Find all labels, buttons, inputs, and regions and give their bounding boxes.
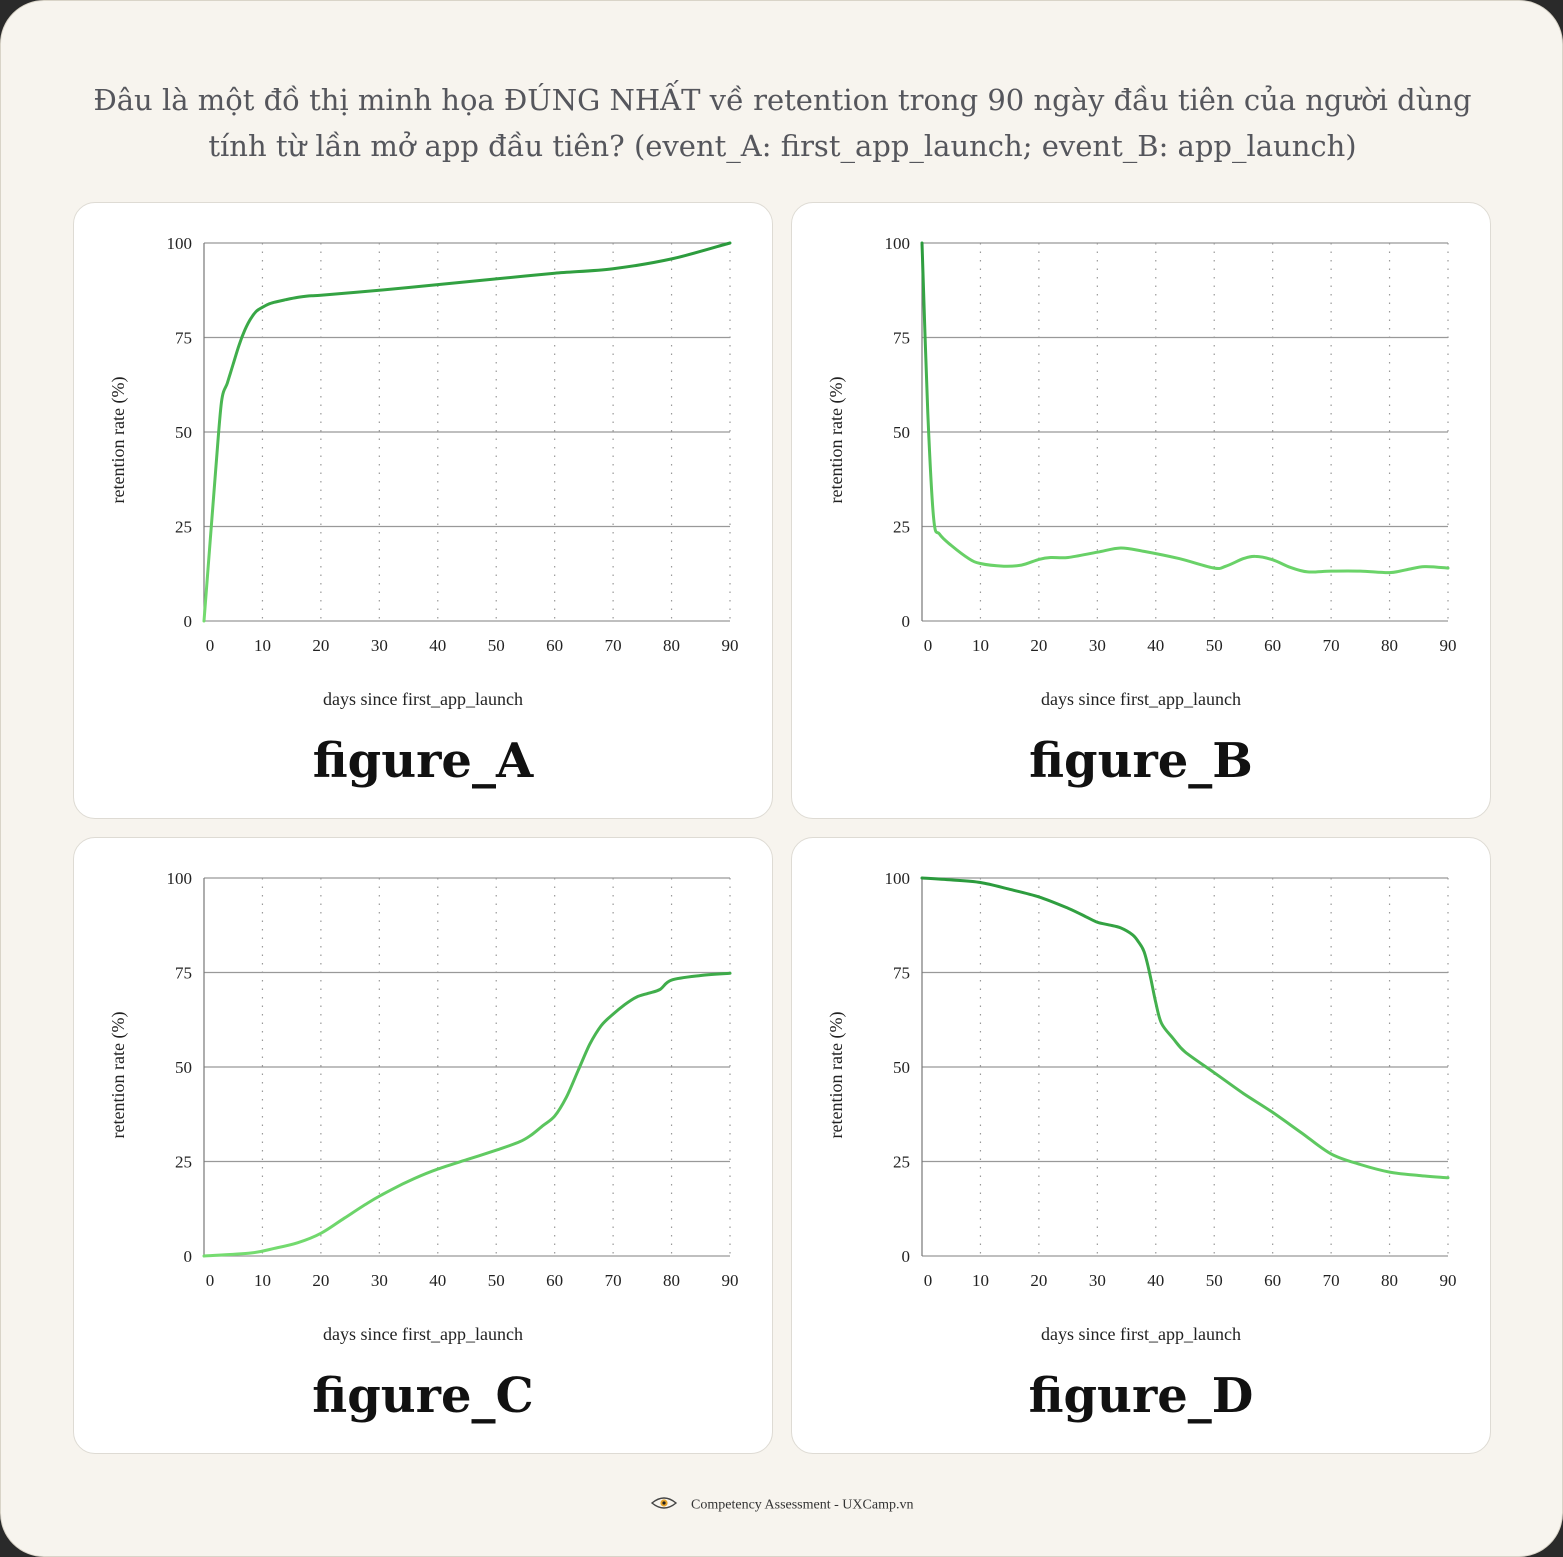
x-tick-label: 90	[1440, 636, 1457, 655]
x-tick-label: 90	[722, 636, 739, 655]
x-tick-label: 50	[1206, 1271, 1223, 1290]
x-tick-label: 30	[371, 636, 388, 655]
figure-c-label: figure_C	[312, 1368, 534, 1424]
x-tick-label: 40	[1147, 1271, 1164, 1290]
figure-b-chart: 0 25 50 75 100 0 10 20 30 40 50 60 70 80 90 days since …	[826, 234, 1457, 709]
x-axis-label: days since first_app_launch	[323, 1324, 523, 1344]
x-tick-label: 10	[972, 636, 989, 655]
x-tick-label: 0	[206, 636, 215, 655]
y-tick-label: 0	[184, 1247, 193, 1266]
x-axis-label: days since first_app_launch	[323, 689, 523, 709]
y-tick-label: 25	[893, 518, 910, 537]
figure-a-label: figure_A	[312, 733, 534, 789]
x-tick-label: 20	[312, 1271, 329, 1290]
y-tick-label: 100	[167, 234, 193, 253]
y-tick-label: 75	[175, 964, 192, 983]
x-tick-label: 90	[1440, 1271, 1457, 1290]
y-axis-label: retention rate (%)	[108, 1012, 129, 1139]
question-text: Đâu là một đồ thị minh họa ĐÚNG NHẤT về …	[93, 83, 1472, 163]
figure-d-label: figure_D	[1028, 1368, 1254, 1424]
x-tick-label: 90	[722, 1271, 739, 1290]
footer-text: Competency Assessment - UXCamp.vn	[691, 1497, 914, 1513]
y-tick-label: 75	[893, 329, 910, 348]
x-tick-label: 0	[206, 1271, 215, 1290]
x-tick-label: 80	[1381, 1271, 1398, 1290]
x-tick-label: 70	[1323, 1271, 1340, 1290]
y-tick-label: 50	[175, 423, 192, 442]
y-tick-label: 75	[175, 329, 192, 348]
x-tick-label: 60	[546, 1271, 563, 1290]
x-tick-label: 70	[605, 1271, 622, 1290]
x-tick-label: 50	[488, 1271, 505, 1290]
figure-d-chart: 0 25 50 75 100 0 10 20 30 40 50 60 70 80 90 days since …	[826, 869, 1457, 1344]
y-tick-label: 50	[893, 1058, 910, 1077]
y-tick-label: 0	[902, 1247, 911, 1266]
x-tick-label: 30	[1089, 636, 1106, 655]
x-tick-label: 80	[663, 1271, 680, 1290]
x-tick-label: 20	[1030, 1271, 1047, 1290]
x-tick-label: 20	[312, 636, 329, 655]
x-tick-label: 30	[371, 1271, 388, 1290]
y-axis-label: retention rate (%)	[108, 377, 129, 504]
x-tick-label: 40	[429, 636, 446, 655]
y-tick-label: 100	[167, 869, 193, 888]
x-axis-label: days since first_app_launch	[1041, 1324, 1241, 1344]
x-tick-label: 10	[254, 636, 271, 655]
x-tick-label: 80	[1381, 636, 1398, 655]
x-tick-label: 60	[1264, 636, 1281, 655]
y-tick-label: 75	[893, 964, 910, 983]
y-tick-label: 50	[893, 423, 910, 442]
y-tick-label: 25	[175, 518, 192, 537]
y-tick-label: 50	[175, 1058, 192, 1077]
eye-icon	[650, 1495, 678, 1516]
y-axis-label: retention rate (%)	[826, 1012, 847, 1139]
x-tick-label: 60	[1264, 1271, 1281, 1290]
figure-b-label: figure_B	[1029, 733, 1253, 789]
y-tick-label: 0	[902, 612, 911, 631]
footer: Competency Assessment - UXCamp.vn	[1, 1495, 1562, 1516]
y-tick-label: 0	[184, 612, 193, 631]
figure-d-card[interactable]: 0 25 50 75 100 0 10 20 30 40 50 60 70 80 90 days since …	[791, 837, 1491, 1454]
x-tick-label: 40	[1147, 636, 1164, 655]
figure-d-retention-line	[920, 876, 1450, 1180]
x-tick-label: 0	[924, 636, 933, 655]
y-axis-label: retention rate (%)	[826, 377, 847, 504]
x-tick-label: 70	[1323, 636, 1340, 655]
x-tick-label: 20	[1030, 636, 1047, 655]
figure-a-chart: 0 25 50 75 100 0 10 20 30 40 50 60 70 80 90 days since …	[108, 234, 739, 709]
figure-c-card[interactable]: 0 25 50 75 100 0 10 20 30 40 50 60 70 80 90 days since …	[73, 837, 773, 1454]
figure-b-retention-line	[920, 241, 1450, 575]
y-tick-label: 25	[175, 1153, 192, 1172]
x-tick-label: 30	[1089, 1271, 1106, 1290]
x-axis-label: days since first_app_launch	[1041, 689, 1241, 709]
x-tick-label: 50	[488, 636, 505, 655]
y-tick-label: 100	[885, 234, 911, 253]
x-tick-label: 10	[972, 1271, 989, 1290]
figure-c-chart: 0 25 50 75 100 0 10 20 30 40 50 60 70 80 90 days since …	[108, 869, 739, 1344]
figure-c-retention-line	[202, 971, 732, 1258]
figure-b-card[interactable]: 0 25 50 75 100 0 10 20 30 40 50 60 70 80 90 days since …	[791, 202, 1491, 819]
x-tick-label: 10	[254, 1271, 271, 1290]
x-tick-label: 40	[429, 1271, 446, 1290]
figure-a-card[interactable]: 0 25 50 75 100 0 10 20 30 40 50 60 70 80 90 days since …	[73, 202, 773, 819]
y-tick-label: 25	[893, 1153, 910, 1172]
x-tick-label: 70	[605, 636, 622, 655]
x-tick-label: 80	[663, 636, 680, 655]
figure-a-retention-line	[202, 241, 732, 623]
x-tick-label: 50	[1206, 636, 1223, 655]
y-tick-label: 100	[885, 869, 911, 888]
x-tick-label: 60	[546, 636, 563, 655]
x-tick-label: 0	[924, 1271, 933, 1290]
